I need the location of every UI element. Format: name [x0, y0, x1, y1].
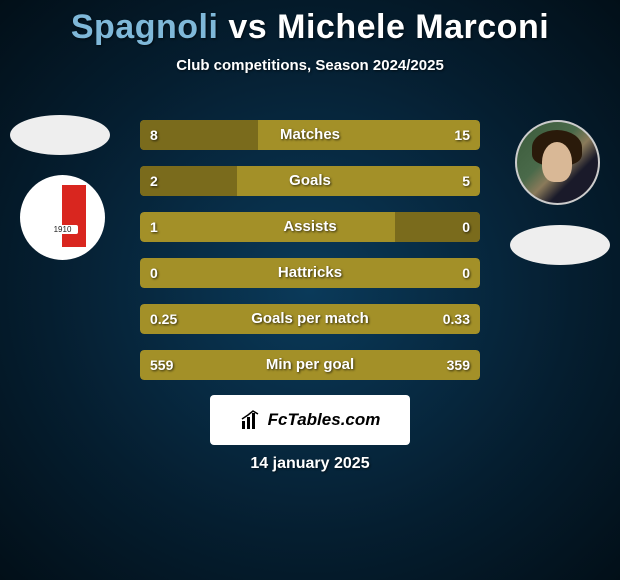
- stat-value-right: 0: [462, 258, 470, 288]
- stat-label: Hattricks: [140, 258, 480, 288]
- date-text: 14 january 2025: [0, 455, 620, 473]
- stats-container: 8Matches152Goals51Assists00Hattricks00.2…: [140, 120, 480, 396]
- vs-text: vs: [228, 8, 267, 46]
- logo-text: FcTables.com: [268, 410, 381, 430]
- shield-year: 1910: [48, 225, 78, 234]
- player1-name: Spagnoli: [71, 8, 219, 46]
- comparison-title: Spagnoli vs Michele Marconi: [0, 0, 620, 47]
- stat-row: 2Goals5: [140, 166, 480, 196]
- stat-label: Matches: [140, 120, 480, 150]
- stat-row: 0.25Goals per match0.33: [140, 304, 480, 334]
- subtitle: Club competitions, Season 2024/2025: [0, 57, 620, 74]
- player1-team-badge: 1910: [20, 175, 105, 260]
- stat-label: Min per goal: [140, 350, 480, 380]
- chart-icon: [240, 409, 262, 431]
- player1-avatar-blank: [10, 115, 110, 155]
- source-logo: FcTables.com: [210, 395, 410, 445]
- stat-label: Goals per match: [140, 304, 480, 334]
- stat-row: 1Assists0: [140, 212, 480, 242]
- stat-value-right: 359: [447, 350, 470, 380]
- stat-row: 0Hattricks0: [140, 258, 480, 288]
- player2-photo: [515, 120, 600, 205]
- stat-value-right: 5: [462, 166, 470, 196]
- stat-row: 8Matches15: [140, 120, 480, 150]
- stat-value-right: 15: [454, 120, 470, 150]
- stat-value-right: 0: [462, 212, 470, 242]
- stat-label: Assists: [140, 212, 480, 242]
- photo-face: [542, 142, 572, 182]
- player2-team-blank: [510, 225, 610, 265]
- stat-row: 559Min per goal359: [140, 350, 480, 380]
- shield-white: [38, 185, 62, 247]
- stat-value-right: 0.33: [443, 304, 470, 334]
- player2-name: Michele Marconi: [277, 8, 549, 46]
- stat-label: Goals: [140, 166, 480, 196]
